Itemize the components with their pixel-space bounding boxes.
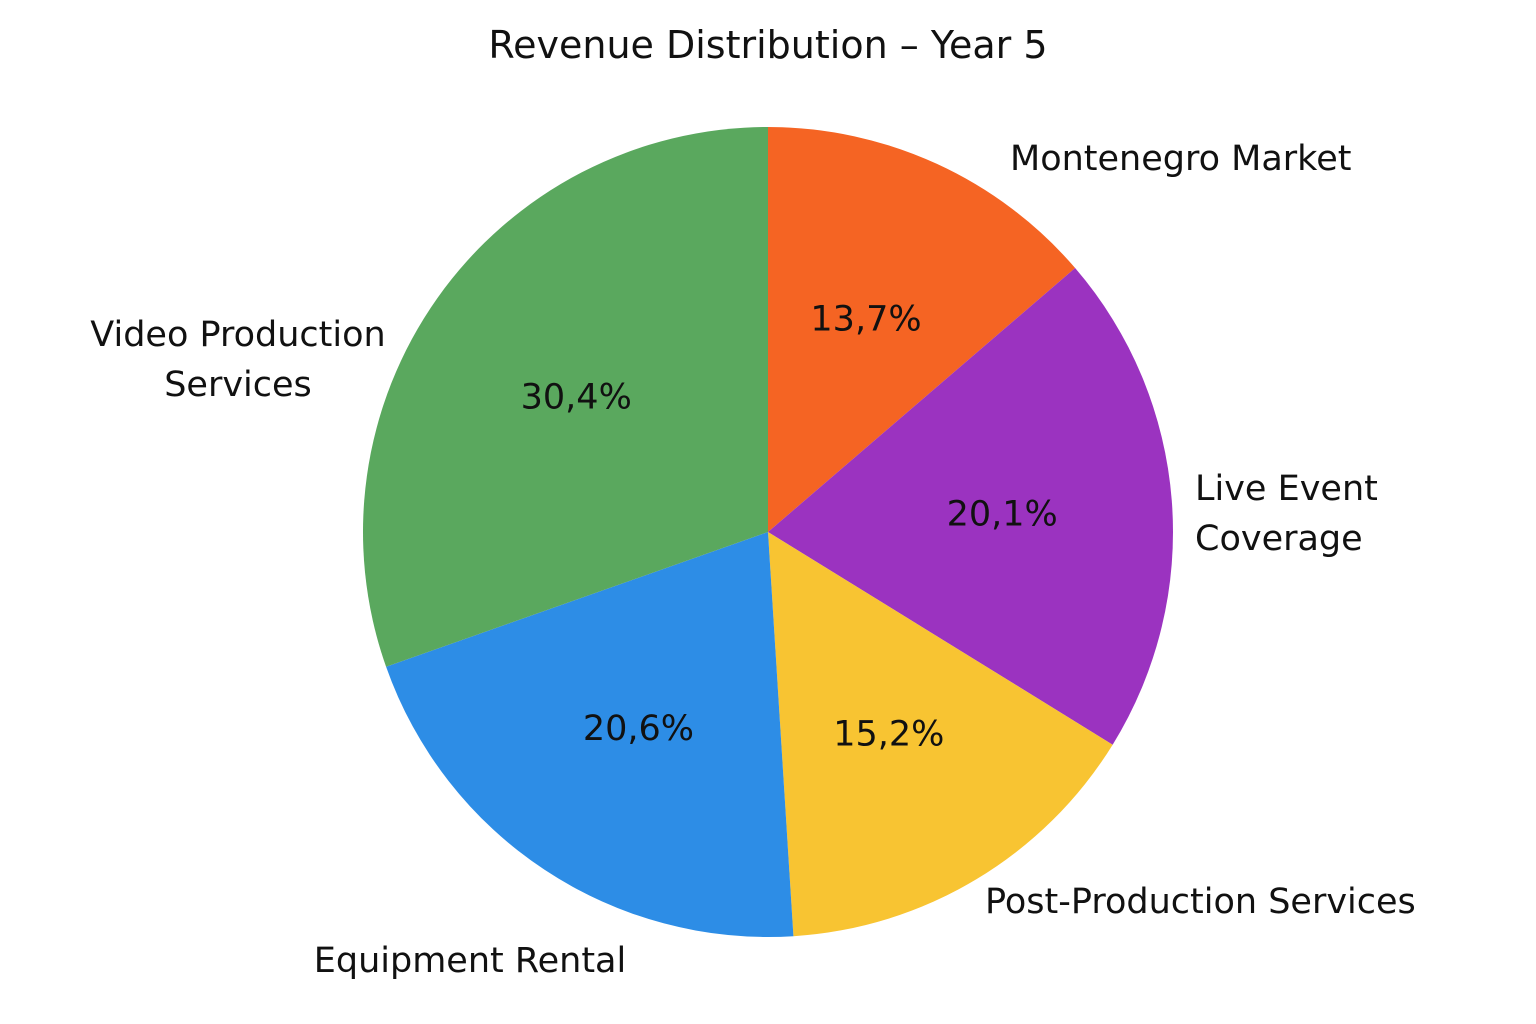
- pie-slice: [386, 532, 794, 937]
- pie-slice: [362, 127, 768, 667]
- slice-category-label-line: Equipment Rental: [314, 941, 626, 981]
- slice-percent-label: 20,6%: [583, 709, 694, 749]
- pie-slices: [362, 127, 1173, 937]
- slice-percent-label: 15,2%: [833, 714, 944, 754]
- slice-category-label: Video Production Services: [90, 315, 385, 405]
- slice-category-label-line: Post-Production Services: [985, 882, 1416, 922]
- pie-slice: [768, 268, 1173, 745]
- category-labels: Montenegro Market Live Event Coverage Post-…: [90, 139, 1416, 981]
- chart-title: Revenue Distribution – Year 5: [488, 23, 1047, 67]
- slice-category-label: Montenegro Market: [1010, 139, 1351, 179]
- slice-percent-label: 13,7%: [810, 300, 921, 340]
- slice-category-label-line: Services: [164, 365, 312, 405]
- pie-slice: [768, 532, 1113, 937]
- slice-category-label-line: Coverage: [1195, 519, 1363, 559]
- slice-category-label: Post-Production Services: [985, 882, 1416, 922]
- percent-labels: 13,7% 20,1% 15,2% 20,6% 30,4%: [521, 300, 1058, 755]
- slice-category-label-line: Montenegro Market: [1010, 139, 1351, 179]
- slice-category-label-line: Video Production: [90, 315, 385, 355]
- slice-category-label: Live Event Coverage: [1195, 469, 1378, 559]
- slice-category-label: Equipment Rental: [314, 941, 626, 981]
- slice-percent-label: 20,1%: [947, 495, 1058, 535]
- slice-category-label-line: Live Event: [1195, 469, 1378, 509]
- pie-slice: [768, 127, 1076, 532]
- slice-percent-label: 30,4%: [521, 377, 632, 417]
